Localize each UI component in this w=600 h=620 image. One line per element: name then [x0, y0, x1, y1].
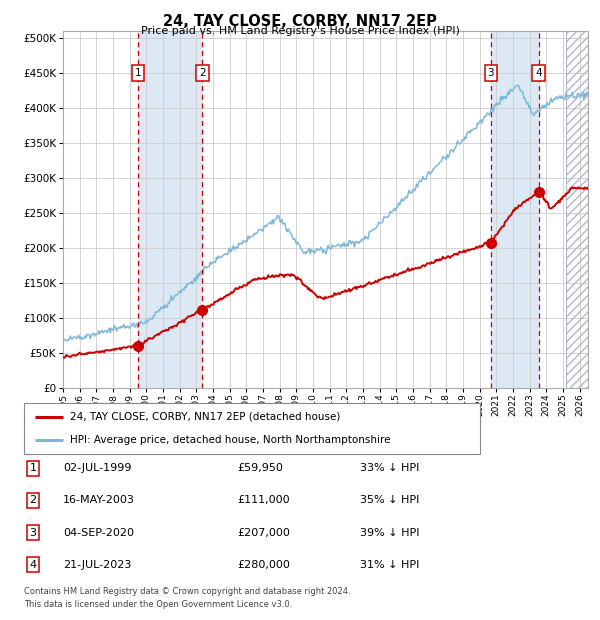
Text: 4: 4 [535, 68, 542, 78]
Bar [566, 31, 588, 388]
Bar [491, 31, 539, 388]
Text: £280,000: £280,000 [237, 560, 290, 570]
Text: 2: 2 [29, 495, 37, 505]
Text: Price paid vs. HM Land Registry's House Price Index (HPI): Price paid vs. HM Land Registry's House … [140, 26, 460, 36]
Text: 1: 1 [134, 68, 142, 78]
Text: £111,000: £111,000 [237, 495, 290, 505]
Text: 31% ↓ HPI: 31% ↓ HPI [360, 560, 419, 570]
Text: 24, TAY CLOSE, CORBY, NN17 2EP: 24, TAY CLOSE, CORBY, NN17 2EP [163, 14, 437, 29]
Bar [138, 31, 202, 388]
Text: 3: 3 [29, 528, 37, 538]
Text: 35% ↓ HPI: 35% ↓ HPI [360, 495, 419, 505]
Text: 24, TAY CLOSE, CORBY, NN17 2EP (detached house): 24, TAY CLOSE, CORBY, NN17 2EP (detached… [70, 412, 340, 422]
Text: HPI: Average price, detached house, North Northamptonshire: HPI: Average price, detached house, Nort… [70, 435, 390, 445]
Text: 21-JUL-2023: 21-JUL-2023 [63, 560, 131, 570]
Text: 1: 1 [29, 463, 37, 473]
Text: 3: 3 [488, 68, 494, 78]
Text: £207,000: £207,000 [237, 528, 290, 538]
Text: £59,950: £59,950 [237, 463, 283, 473]
Text: 04-SEP-2020: 04-SEP-2020 [63, 528, 134, 538]
Bar [566, 31, 588, 388]
Text: 16-MAY-2003: 16-MAY-2003 [63, 495, 135, 505]
Text: 33% ↓ HPI: 33% ↓ HPI [360, 463, 419, 473]
Text: 02-JUL-1999: 02-JUL-1999 [63, 463, 131, 473]
Text: 4: 4 [29, 560, 37, 570]
Text: This data is licensed under the Open Government Licence v3.0.: This data is licensed under the Open Gov… [24, 600, 292, 609]
Text: Contains HM Land Registry data © Crown copyright and database right 2024.: Contains HM Land Registry data © Crown c… [24, 587, 350, 596]
Text: 39% ↓ HPI: 39% ↓ HPI [360, 528, 419, 538]
Text: 2: 2 [199, 68, 206, 78]
